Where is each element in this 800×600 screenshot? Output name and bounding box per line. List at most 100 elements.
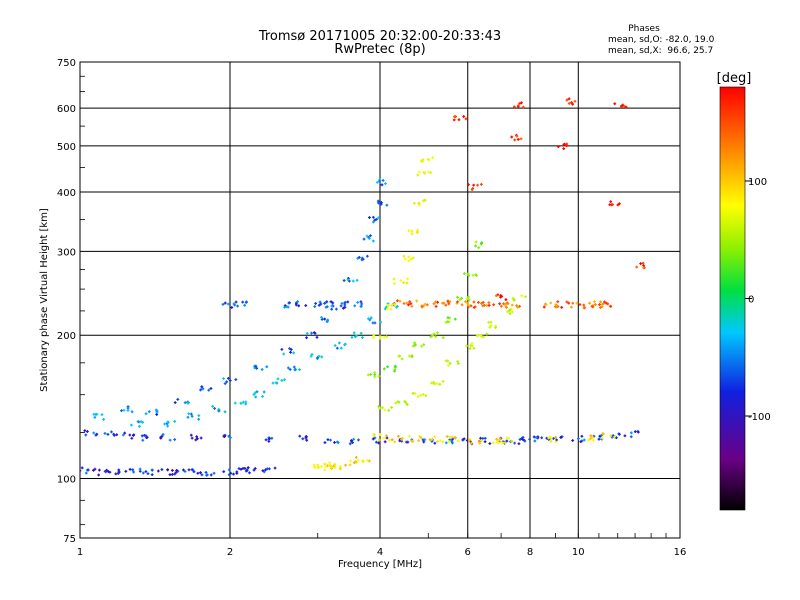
data-point [466,272,470,276]
data-point [424,394,428,398]
data-point [374,440,378,444]
colorbar-tick-label: -100 [748,412,771,423]
data-point [510,303,514,307]
data-point [173,438,177,441]
data-point [602,302,605,305]
data-point [518,438,522,441]
data-point [453,436,457,440]
data-point [93,415,97,419]
data-point [522,105,525,109]
data-point [614,436,618,440]
data-point [366,373,370,377]
data-point [377,201,381,205]
data-point [313,305,317,308]
data-point [386,365,389,369]
data-point [292,365,296,369]
data-point [330,304,334,308]
data-point [478,441,482,445]
data-point [524,295,527,299]
data-point [296,300,299,304]
data-point [150,468,154,472]
data-point [371,215,375,219]
data-point [377,405,380,408]
data-point [199,436,203,440]
data-point [199,471,202,474]
data-point [495,437,499,441]
data-point [350,336,354,339]
data-point [83,429,87,433]
data-point [289,350,292,354]
data-point [470,441,473,445]
data-point [452,118,456,122]
data-point [160,434,164,438]
data-point [304,436,308,440]
data-point [387,408,391,412]
data-point [504,298,508,301]
data-point [587,438,590,442]
data-point [480,301,483,305]
data-point [102,418,105,421]
data-point [128,433,132,437]
data-point [415,230,419,234]
data-point [450,439,454,443]
data-point [382,436,386,440]
data-point [402,254,406,258]
data-point [591,435,594,439]
data-point [227,434,231,438]
data-point [312,331,316,335]
data-point [641,261,645,265]
data-point [166,420,169,424]
colorbar-label: [deg] [717,71,752,86]
data-point [211,404,214,408]
data-point [447,302,451,306]
data-point [288,347,291,350]
data-point [197,414,201,417]
data-point [326,319,329,323]
data-point [544,303,548,307]
data-point [223,382,227,385]
data-point [335,440,339,444]
data-point [497,438,500,442]
data-point [170,469,174,472]
data-point [378,336,382,340]
data-point [633,430,637,434]
data-point [489,320,493,324]
data-point [351,441,354,445]
data-point [138,467,142,471]
data-point [333,441,336,444]
data-point [510,307,513,311]
data-point [466,301,469,305]
data-point [132,470,135,474]
data-point [594,303,597,306]
data-point [598,303,601,306]
data-point [292,351,296,355]
data-point [122,408,126,412]
data-point [465,344,469,348]
data-point [456,362,460,365]
data-point [323,317,327,321]
data-point [253,391,257,395]
data-point [248,471,251,475]
data-point [381,179,385,182]
data-point [462,115,466,118]
data-point [621,103,625,107]
data-point [354,460,358,464]
data-point [168,473,172,477]
data-point [433,382,436,386]
data-point [512,105,516,109]
data-point [371,437,375,441]
data-point [293,368,297,372]
data-point [378,179,381,183]
data-point [520,101,523,105]
data-point [343,343,347,347]
data-point [597,437,601,441]
data-point [357,256,361,259]
data-point [130,410,134,414]
data-point [472,300,476,304]
data-point [472,306,476,309]
data-point [229,436,232,439]
data-point [468,347,472,350]
y-tick-label: 200 [57,331,76,342]
x-axis-label: Frequency [MHz] [338,559,422,570]
data-point [567,97,571,101]
